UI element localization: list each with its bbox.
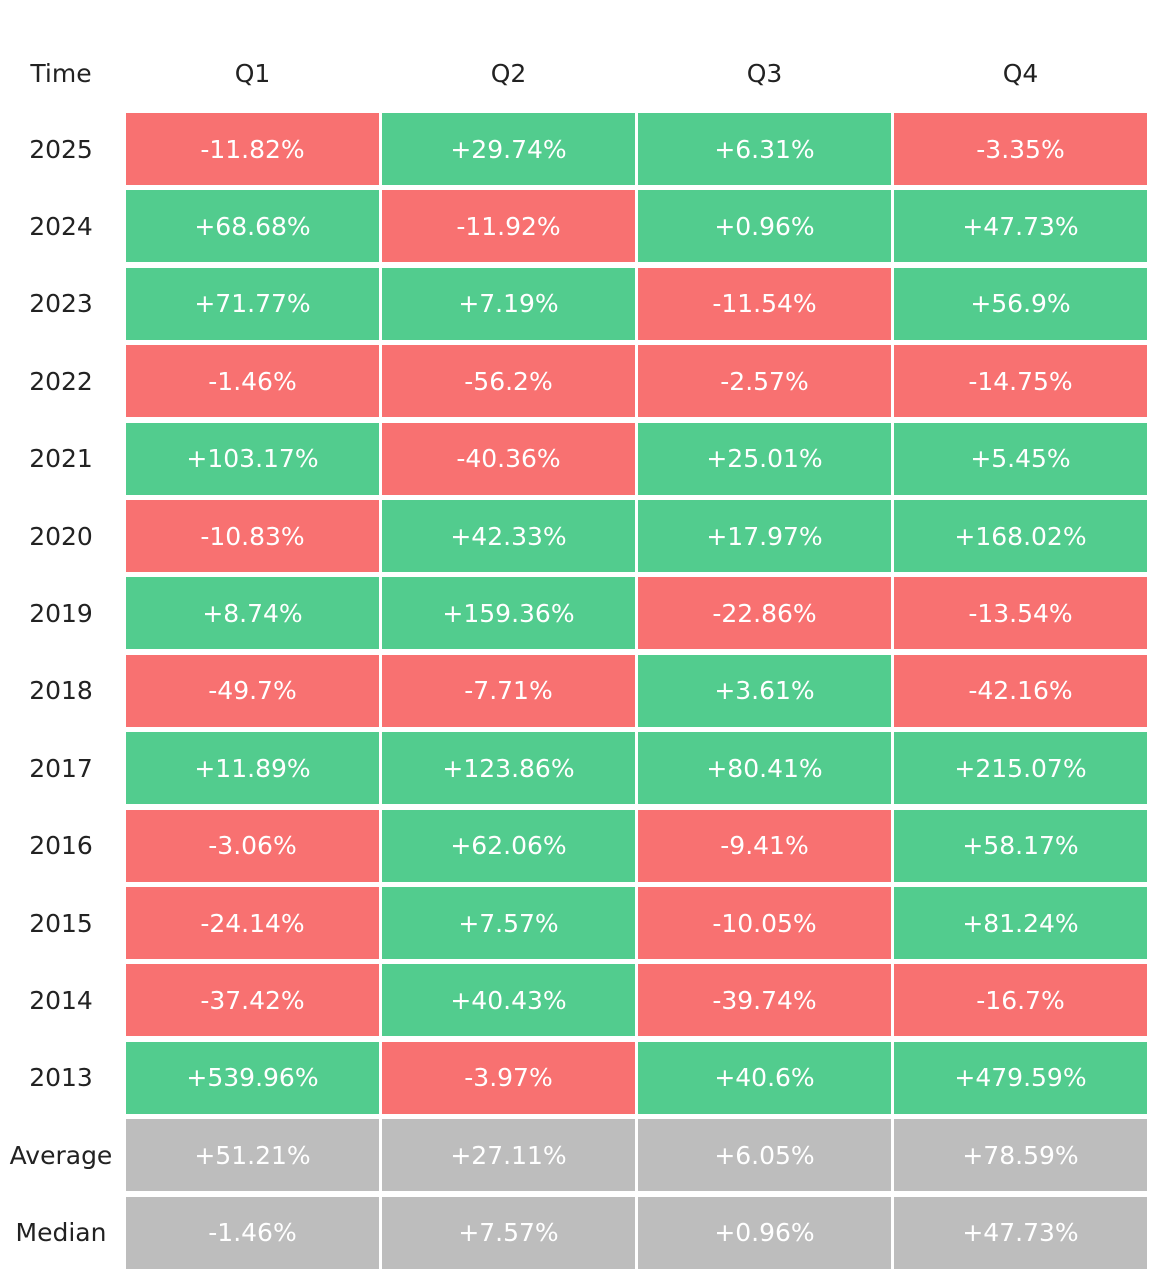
return-cell: +103.17%	[126, 422, 379, 495]
return-cell: -42.16%	[894, 654, 1147, 727]
return-cell: -11.82%	[126, 113, 379, 185]
return-cell: -39.74%	[638, 964, 891, 1037]
return-cell: -10.05%	[638, 887, 891, 959]
return-cell: +7.19%	[382, 267, 635, 340]
summary-cell: +47.73%	[894, 1196, 1147, 1269]
return-cell: -24.14%	[126, 887, 379, 959]
return-cell: +40.6%	[638, 1041, 891, 1114]
return-cell: -14.75%	[894, 345, 1147, 418]
column-header: Q2	[490, 58, 527, 88]
row-label: 2015	[29, 908, 93, 938]
return-cell: -56.2%	[382, 345, 635, 418]
row-label: 2022	[29, 366, 93, 396]
return-cell: -3.97%	[382, 1041, 635, 1114]
summary-cell: +0.96%	[638, 1196, 891, 1269]
return-cell: +7.57%	[382, 887, 635, 959]
return-cell: +6.31%	[638, 113, 891, 185]
row-label: 2024	[29, 211, 93, 241]
row-label: 2014	[29, 985, 93, 1015]
return-cell: +159.36%	[382, 577, 635, 650]
return-cell: +8.74%	[126, 577, 379, 650]
return-cell: -3.06%	[126, 809, 379, 882]
return-cell: -10.83%	[126, 500, 379, 572]
return-cell: +40.43%	[382, 964, 635, 1037]
row-label: Median	[15, 1218, 107, 1248]
return-cell: -7.71%	[382, 654, 635, 727]
return-cell: -11.54%	[638, 267, 891, 340]
row-label: 2013	[29, 1063, 93, 1093]
row-label: 2019	[29, 598, 93, 628]
return-cell: +71.77%	[126, 267, 379, 340]
return-cell: +81.24%	[894, 887, 1147, 959]
return-cell: +29.74%	[382, 113, 635, 185]
row-label: 2016	[29, 831, 93, 861]
return-cell: -37.42%	[126, 964, 379, 1037]
return-cell: -13.54%	[894, 577, 1147, 650]
return-cell: +17.97%	[638, 500, 891, 572]
summary-cell: +27.11%	[382, 1119, 635, 1192]
return-cell: +0.96%	[638, 190, 891, 263]
row-label: 2025	[29, 134, 93, 164]
summary-cell: +6.05%	[638, 1119, 891, 1192]
column-header: Q3	[746, 58, 783, 88]
return-cell: -1.46%	[126, 345, 379, 418]
return-cell: -11.92%	[382, 190, 635, 263]
return-cell: -3.35%	[894, 113, 1147, 185]
return-cell: +56.9%	[894, 267, 1147, 340]
return-cell: -2.57%	[638, 345, 891, 418]
return-cell: +215.07%	[894, 732, 1147, 805]
return-cell: +5.45%	[894, 422, 1147, 495]
column-header: Q4	[1002, 58, 1039, 88]
row-label: 2018	[29, 676, 93, 706]
return-cell: +25.01%	[638, 422, 891, 495]
return-cell: +47.73%	[894, 190, 1147, 263]
column-header: Time	[30, 58, 92, 88]
row-label: Average	[9, 1140, 113, 1170]
return-cell: +11.89%	[126, 732, 379, 805]
return-cell: -22.86%	[638, 577, 891, 650]
column-header: Q1	[234, 58, 271, 88]
return-cell: +3.61%	[638, 654, 891, 727]
summary-cell: +78.59%	[894, 1119, 1147, 1192]
summary-cell: +51.21%	[126, 1119, 379, 1192]
return-cell: +479.59%	[894, 1041, 1147, 1114]
return-cell: +80.41%	[638, 732, 891, 805]
return-cell: +42.33%	[382, 500, 635, 572]
row-label: 2020	[29, 521, 93, 551]
return-cell: +58.17%	[894, 809, 1147, 882]
summary-cell: -1.46%	[126, 1196, 379, 1269]
row-label: 2021	[29, 444, 93, 474]
return-cell: -49.7%	[126, 654, 379, 727]
summary-cell: +7.57%	[382, 1196, 635, 1269]
return-cell: +539.96%	[126, 1041, 379, 1114]
return-cell: +123.86%	[382, 732, 635, 805]
row-label: 2017	[29, 753, 93, 783]
return-cell: +168.02%	[894, 500, 1147, 572]
return-cell: +68.68%	[126, 190, 379, 263]
row-label: 2023	[29, 289, 93, 319]
return-cell: -16.7%	[894, 964, 1147, 1037]
return-cell: -40.36%	[382, 422, 635, 495]
return-cell: -9.41%	[638, 809, 891, 882]
return-cell: +62.06%	[382, 809, 635, 882]
